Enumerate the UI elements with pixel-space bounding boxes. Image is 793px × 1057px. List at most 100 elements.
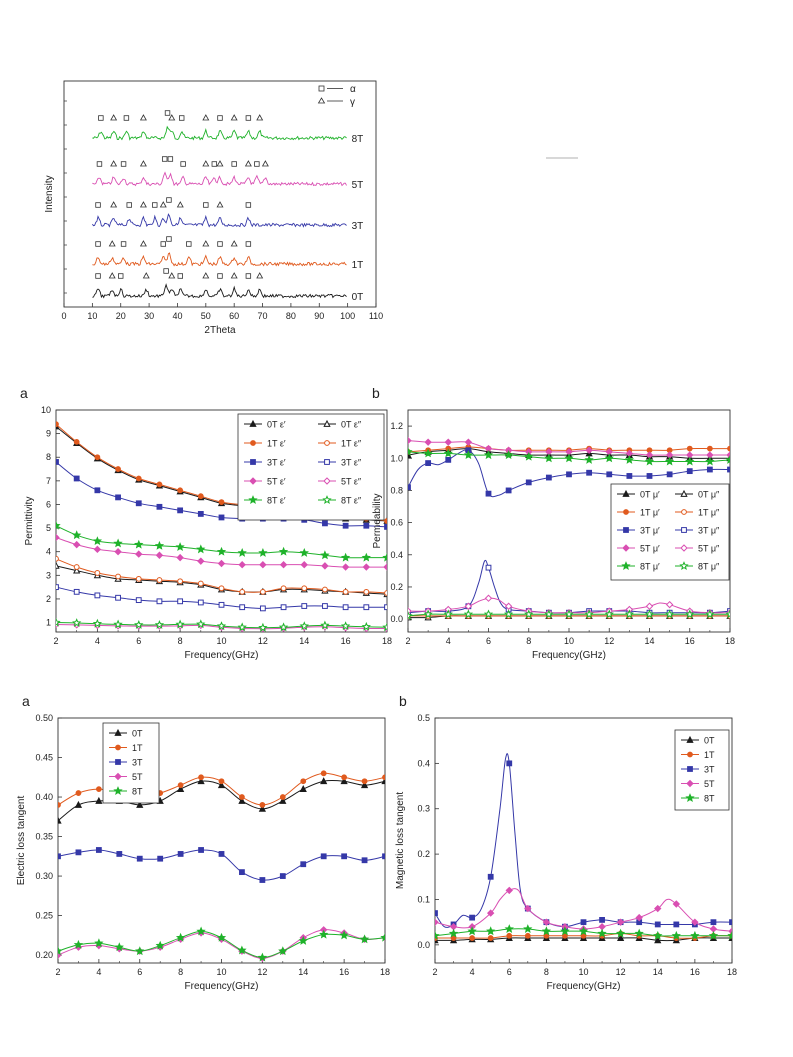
data-point bbox=[113, 619, 123, 629]
x-tick-label: 80 bbox=[286, 311, 296, 321]
data-point bbox=[301, 585, 308, 592]
x-tick-label: 2 bbox=[55, 967, 60, 977]
legend-entry: 3T bbox=[704, 765, 715, 775]
alpha-marker bbox=[164, 110, 171, 116]
legend-entry: 1T ε′ bbox=[267, 439, 286, 449]
data-point bbox=[259, 802, 266, 808]
legend: αγ bbox=[317, 84, 356, 108]
data-point bbox=[505, 487, 512, 494]
legend-entry: 1T ε″ bbox=[341, 439, 362, 449]
alpha-marker bbox=[217, 241, 223, 247]
x-tick-label: 10 bbox=[564, 636, 574, 646]
legend-marker-triangle bbox=[317, 97, 326, 104]
data-point bbox=[685, 609, 695, 619]
data-point bbox=[665, 600, 674, 609]
legend-marker bbox=[687, 766, 693, 772]
gamma-marker bbox=[202, 272, 210, 279]
legend-entry: 1T bbox=[132, 743, 143, 753]
data-point bbox=[634, 928, 644, 938]
data-point bbox=[301, 603, 308, 609]
data-point bbox=[705, 609, 715, 619]
data-point bbox=[56, 459, 59, 465]
legend-marker bbox=[623, 527, 629, 533]
y-tick-label: 4 bbox=[46, 547, 51, 557]
data-point bbox=[464, 438, 473, 446]
data-point bbox=[75, 790, 82, 796]
data-point bbox=[506, 932, 513, 939]
legend-entry: 0T bbox=[704, 736, 715, 746]
legend-marker bbox=[685, 793, 695, 802]
y-tick-label: 0.2 bbox=[390, 582, 403, 592]
legend-entry: 5T μ″ bbox=[698, 544, 720, 554]
data-point bbox=[671, 930, 681, 940]
data-point bbox=[361, 552, 371, 562]
data-point bbox=[176, 553, 184, 562]
data-point bbox=[586, 469, 593, 476]
data-point bbox=[238, 796, 246, 804]
gamma-marker bbox=[110, 160, 118, 167]
legend-marker bbox=[687, 751, 693, 758]
data-point bbox=[654, 921, 661, 928]
data-point bbox=[666, 471, 673, 478]
data-point bbox=[94, 454, 101, 461]
data-point bbox=[155, 940, 165, 950]
panel-letter: b bbox=[399, 693, 407, 709]
legend-entry: 3T μ′ bbox=[640, 526, 660, 536]
data-point bbox=[72, 530, 82, 540]
data-point bbox=[361, 778, 368, 785]
gamma-marker bbox=[244, 160, 252, 167]
data-point bbox=[56, 584, 59, 591]
data-point bbox=[259, 877, 266, 883]
x-tick-label: 16 bbox=[690, 967, 700, 977]
data-point bbox=[217, 781, 226, 789]
data-point bbox=[58, 853, 61, 860]
alpha-marker bbox=[217, 273, 223, 279]
legend-entry: 0T bbox=[132, 729, 143, 739]
x-tick-label: 110 bbox=[369, 311, 383, 321]
x-tick-label: 12 bbox=[616, 967, 626, 977]
legend-marker bbox=[680, 489, 688, 497]
y-tick-label: 1.2 bbox=[390, 421, 403, 431]
legend-marker bbox=[686, 779, 694, 788]
data-point bbox=[672, 900, 681, 908]
data-point bbox=[73, 564, 80, 570]
data-point bbox=[435, 918, 439, 926]
data-point bbox=[259, 560, 267, 569]
data-point bbox=[238, 560, 246, 569]
legend-marker bbox=[249, 477, 257, 485]
gamma-marker bbox=[202, 160, 210, 167]
data-point bbox=[197, 599, 204, 606]
data-point bbox=[134, 539, 144, 549]
legend-entry: 0T μ′ bbox=[640, 490, 660, 500]
data-point bbox=[257, 952, 268, 962]
legend: 0T 1T 3T 5T 8T bbox=[674, 729, 730, 811]
alpha-marker bbox=[120, 241, 127, 247]
data-point bbox=[177, 578, 184, 585]
data-point bbox=[653, 930, 663, 940]
data-point bbox=[237, 622, 247, 632]
y-tick-label: 0.6 bbox=[390, 518, 403, 528]
data-point bbox=[218, 514, 225, 521]
chart-permittivity: a2 4 6 8 10 12 14 16 1812345678910Frequency(GHz)… bbox=[20, 385, 392, 661]
x-tick-label: 8 bbox=[178, 636, 183, 646]
data-point bbox=[56, 555, 59, 562]
x-tick-label: 16 bbox=[339, 967, 349, 977]
gamma-marker bbox=[110, 114, 118, 121]
data-point bbox=[177, 782, 184, 789]
alpha-marker bbox=[163, 268, 169, 274]
data-point bbox=[624, 454, 635, 464]
gamma-marker bbox=[108, 240, 116, 247]
data-point bbox=[382, 774, 385, 781]
gamma-marker bbox=[168, 272, 176, 279]
y-axis-label: Magnetic loss tangent bbox=[395, 792, 406, 890]
data-point bbox=[504, 602, 513, 610]
x-tick-label: 60 bbox=[229, 311, 239, 321]
data-point bbox=[156, 598, 163, 605]
series-group bbox=[435, 753, 732, 944]
data-point bbox=[435, 930, 440, 940]
data-point bbox=[115, 594, 121, 601]
data-point bbox=[135, 475, 142, 482]
data-point bbox=[136, 800, 144, 808]
data-point bbox=[580, 919, 587, 926]
data-point bbox=[443, 448, 453, 458]
